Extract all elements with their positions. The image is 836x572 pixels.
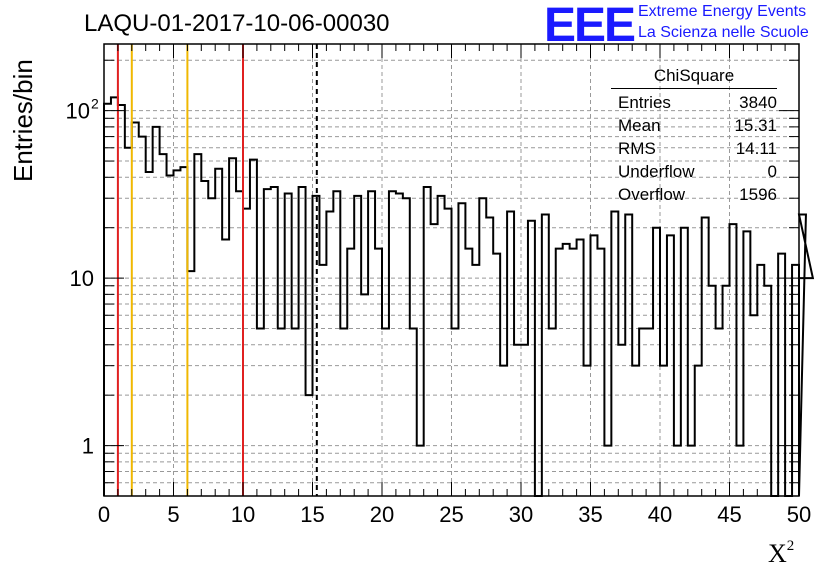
x-tick-label: 30 [509, 502, 533, 527]
eee-logo: EEE [544, 0, 636, 52]
x-tick-label: 15 [300, 502, 324, 527]
y-tick-label: 10 [70, 266, 94, 291]
x-tick-label: 0 [98, 502, 110, 527]
stats-row-rms: RMS 14.11 [618, 139, 777, 158]
x-axis-label: X2 [768, 538, 795, 568]
x-tick-label: 40 [648, 502, 672, 527]
x-tick-label: 35 [578, 502, 602, 527]
stats-row-entries: Entries 3840 [618, 93, 777, 112]
x-tick-label: 5 [167, 502, 179, 527]
x-tick-label: 50 [787, 502, 811, 527]
stats-title: ChiSquare [611, 66, 777, 89]
histogram-line [103, 96, 815, 497]
logo-line-1: Extreme Energy Events [638, 3, 807, 20]
x-tick-label: 20 [370, 502, 394, 527]
y-tick-label: 10 [66, 99, 90, 124]
logo-line-2: La Scienza nelle Scuole [638, 24, 809, 41]
y-tick-exponent: 2 [91, 96, 99, 112]
stats-row-overflow: Overflow 1596 [618, 185, 777, 204]
stats-box: ChiSquare Entries 3840 Mean 15.31 RMS 14.11… [611, 66, 777, 206]
x-tick-label: 25 [439, 502, 463, 527]
chart-title: LAQU-01-2017-10-06-00030 [84, 10, 390, 37]
y-axis-label: Entries/bin [8, 59, 38, 182]
y-tick-label: 1 [82, 434, 94, 459]
x-tick-label: 45 [717, 502, 741, 527]
x-tick-label: 10 [231, 502, 255, 527]
stats-row-underflow: Underflow 0 [618, 162, 777, 181]
stats-row-mean: Mean 15.31 [618, 116, 777, 135]
